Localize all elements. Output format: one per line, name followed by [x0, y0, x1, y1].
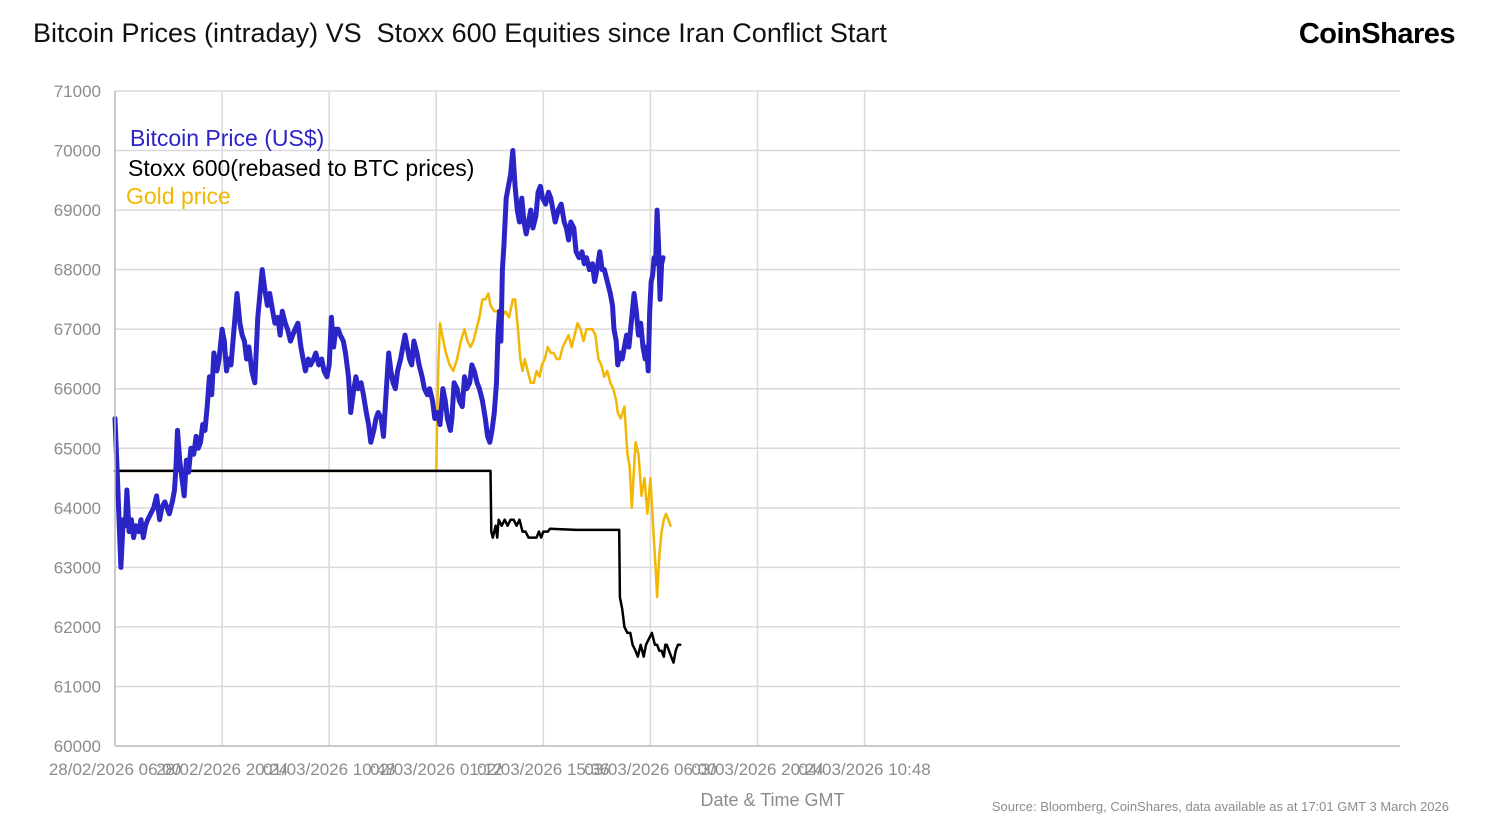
x-tick-label: 28/02/2026 20:24 — [156, 760, 288, 779]
series-layer — [112, 148, 682, 664]
y-tick-label: 68000 — [54, 261, 101, 280]
series-line-0 — [112, 148, 666, 570]
legend-entry: Gold price — [126, 183, 231, 209]
x-tick-label: 03/03/2026 06:00 — [584, 760, 716, 779]
source-note: Source: Bloomberg, CoinShares, data avai… — [991, 799, 1449, 814]
legend: Bitcoin Price (US$) Stoxx 600(rebased to … — [126, 125, 474, 209]
x-tick-label: 04/03/2026 10:48 — [798, 760, 930, 779]
coinshares-logo: CoinShares — [1298, 18, 1456, 50]
y-tick-label: 63000 — [54, 558, 101, 577]
x-tick-label: 03/03/2026 20:24 — [691, 760, 823, 779]
grid-lines — [114, 90, 1400, 747]
legend-entry: Bitcoin Price (US$) — [130, 125, 324, 151]
x-tick-label: 28/02/2026 06:00 — [49, 760, 181, 779]
legend-entry: Stoxx 600(rebased to BTC prices) — [128, 155, 474, 181]
axis-layer: 60000 61000 62000 63000 64000 65000 66000 67000… — [49, 82, 1400, 810]
x-tick-label: 02/03/2026 01:12 — [370, 760, 502, 779]
chart-title: Bitcoin Prices (intraday) VS Stoxx 600 E… — [33, 18, 887, 48]
y-tick-label: 65000 — [54, 439, 101, 458]
y-tick-label: 71000 — [54, 82, 101, 101]
y-tick-label: 70000 — [54, 142, 101, 161]
y-tick-label: 60000 — [54, 737, 101, 756]
x-axis-title: Date & Time GMT — [700, 790, 844, 810]
y-tick-label: 64000 — [54, 499, 101, 518]
x-tick-label: 02/03/2026 15:36 — [477, 760, 609, 779]
y-tick-label: 69000 — [54, 201, 101, 220]
y-tick-label: 61000 — [54, 677, 101, 696]
y-tick-label: 67000 — [54, 320, 101, 339]
y-tick-label: 62000 — [54, 618, 101, 637]
y-tick-label: 66000 — [54, 380, 101, 399]
series-line-2 — [113, 292, 672, 599]
series-line-1 — [113, 469, 682, 664]
x-tick-label: 01/03/2026 10:48 — [263, 760, 395, 779]
